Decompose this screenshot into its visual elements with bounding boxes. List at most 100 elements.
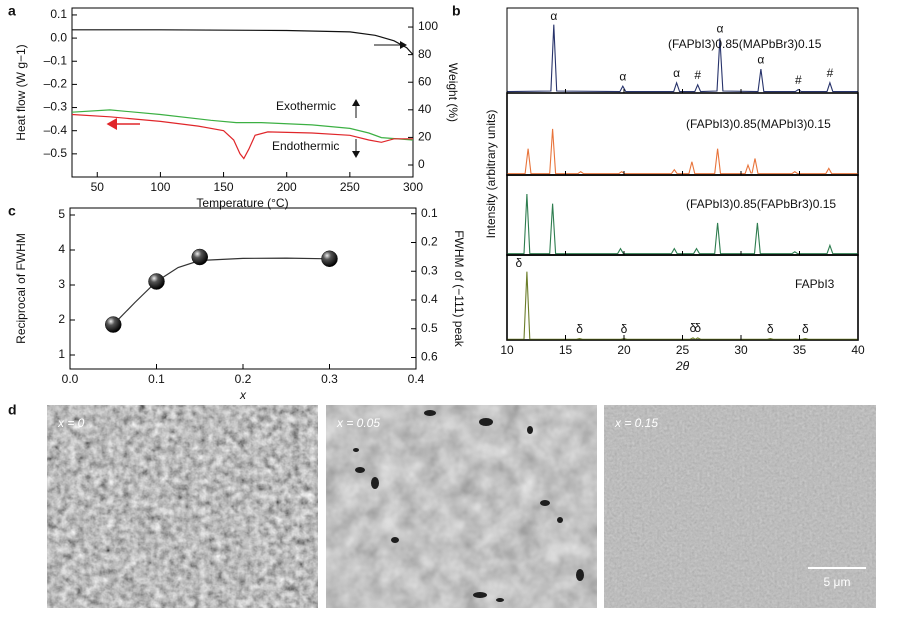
x-tick-label: 250 [340, 180, 360, 194]
peak-label: δ [690, 321, 697, 335]
y-tick-label: 3 [58, 277, 65, 291]
spectrum-label: (FAPbI3)0.85(FAPbBr3)0.15 [686, 197, 836, 211]
x-tick-label: 0.0 [62, 372, 79, 386]
data-point [191, 248, 208, 266]
micrograph [326, 405, 597, 608]
x-tick-label: 30 [734, 343, 748, 357]
panel-letter: a [8, 3, 16, 19]
peak-label: δ [516, 256, 523, 270]
fit-line [112, 257, 330, 326]
pinholes [353, 410, 584, 602]
spectrum-label: FAPbI3 [795, 277, 835, 291]
peak-label: α [550, 9, 557, 23]
peak-label: α [619, 69, 626, 83]
annotation: Endothermic [272, 139, 339, 153]
data-line [72, 29, 414, 56]
y-tick-label: 4 [58, 242, 65, 256]
micrograph [47, 405, 318, 608]
peak-label: # [795, 73, 802, 87]
peak-label: δ [767, 322, 774, 336]
y-tick-label: –0.5 [44, 146, 68, 160]
y-axis-title: Reciprocal of FWHM [14, 233, 28, 344]
micrographs: 5 μm x = 0 x = 0.05 x = 0.15 d [8, 402, 876, 608]
image-label: x = 0 [57, 416, 85, 430]
peak-label: α [673, 66, 680, 80]
y-tick-label: 0.0 [50, 30, 67, 44]
x-tick-label: 100 [150, 180, 170, 194]
y2-axis-title: Weight (%) [446, 63, 460, 122]
peak-label: # [827, 66, 834, 80]
spectrum [507, 193, 858, 255]
x-tick-label: 0.1 [148, 372, 165, 386]
plot-frame [71, 7, 414, 178]
panel-letter: c [8, 203, 16, 219]
image-label: x = 0.05 [336, 416, 380, 430]
spectrum [507, 128, 858, 175]
peak-label: α [716, 22, 723, 36]
image-label: x = 0.15 [614, 416, 658, 430]
x-axis-title: Temperature (°C) [196, 196, 288, 210]
y-axis-title: Heat flow (W g−1) [14, 44, 28, 140]
x-axis-title: x [239, 388, 247, 402]
y2-tick-label: 20 [418, 130, 432, 144]
x-tick-label: 300 [403, 180, 423, 194]
spectrum-label: (FAPbI3)0.85(MAPbBr3)0.15 [668, 37, 822, 51]
plot-frame [69, 207, 417, 370]
x-tick-label: 25 [676, 343, 690, 357]
x-tick-label: 0.3 [321, 372, 338, 386]
x-tick-label: 10 [500, 343, 514, 357]
y-tick-label: –0.2 [44, 77, 68, 91]
y2-tick-label: 60 [418, 74, 432, 88]
scale-bar-label: 5 μm [824, 575, 851, 589]
x-tick-label: 50 [91, 180, 105, 194]
data-line [71, 109, 414, 141]
panel-letter: b [452, 3, 461, 19]
annotation: Exothermic [276, 99, 336, 113]
peak-label: δ [802, 322, 809, 336]
spectrum [507, 271, 858, 340]
y2-tick-label: 100 [418, 19, 438, 33]
y2-tick-label: 0.5 [421, 321, 438, 335]
panel-letter: d [8, 402, 17, 418]
y2-tick-label: 0.6 [421, 350, 438, 364]
y-axis-title: Intensity (arbitrary units) [484, 110, 498, 239]
data-line [71, 113, 413, 160]
y2-tick-label: 0.3 [421, 263, 438, 277]
x-tick-label: 20 [617, 343, 631, 357]
x-tick-label: 40 [851, 343, 865, 357]
x-tick-label: 35 [793, 343, 807, 357]
data-point [321, 250, 338, 267]
y-tick-label: 5 [58, 207, 65, 221]
x-tick-label: 200 [277, 180, 297, 194]
y2-tick-label: 0 [418, 157, 425, 171]
spectrum-label: (FAPbI3)0.85(MAPbI3)0.15 [686, 117, 831, 131]
y-tick-label: 2 [58, 312, 65, 326]
peak-label: α [757, 52, 764, 66]
peak-label: # [694, 68, 701, 82]
spectrum [506, 24, 858, 93]
data-point [148, 273, 165, 290]
panel-frame [506, 174, 859, 256]
y2-tick-label: 0.2 [421, 235, 438, 249]
y-tick-label: 0.1 [50, 7, 67, 21]
peak-label: δ [576, 322, 583, 336]
x-tick-label: 15 [559, 343, 573, 357]
y-tick-label: 1 [58, 347, 65, 361]
panel-frame [506, 92, 859, 176]
y2-tick-label: 40 [418, 102, 432, 116]
y-tick-label: –0.3 [44, 100, 68, 114]
y2-tick-label: 0.4 [421, 292, 438, 306]
data-point [105, 316, 122, 333]
y-tick-label: –0.4 [44, 123, 68, 137]
x-tick-label: 0.2 [235, 372, 252, 386]
y2-axis-title: FWHM of (−111) peak [452, 230, 466, 348]
y2-tick-label: 0.1 [421, 206, 438, 220]
peak-label: δ [694, 321, 701, 335]
x-tick-label: 0.4 [408, 372, 425, 386]
y2-tick-label: 80 [418, 47, 432, 61]
y-tick-label: –0.1 [44, 53, 68, 67]
x-tick-label: 150 [214, 180, 234, 194]
peak-label: δ [621, 322, 628, 336]
x-axis-title: 2θ [675, 359, 690, 373]
